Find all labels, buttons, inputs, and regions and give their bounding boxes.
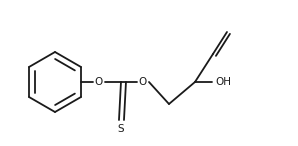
- Text: OH: OH: [215, 77, 231, 87]
- Text: S: S: [118, 124, 124, 134]
- Text: O: O: [95, 77, 103, 87]
- Text: O: O: [139, 77, 147, 87]
